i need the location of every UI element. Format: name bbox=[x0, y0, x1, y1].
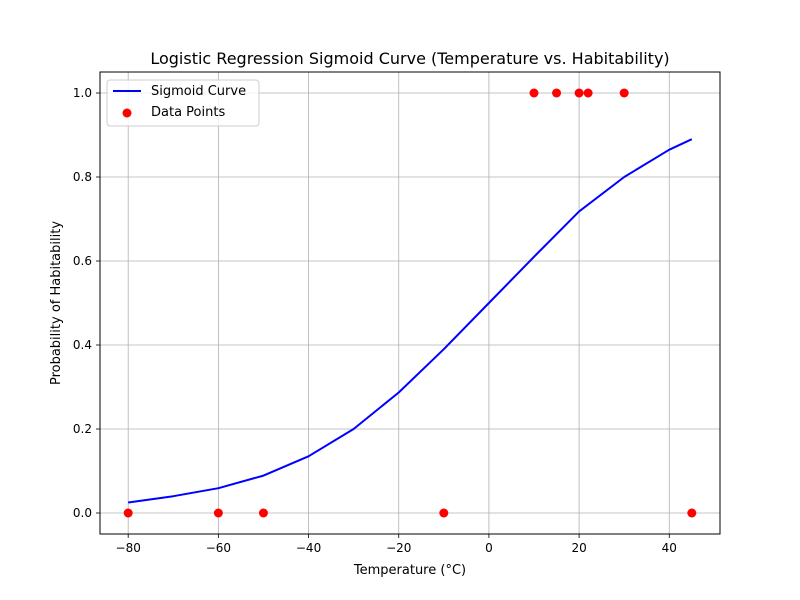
y-tick-label: 0.2 bbox=[73, 422, 92, 436]
legend-marker-swatch bbox=[122, 108, 132, 118]
data-point bbox=[583, 88, 593, 98]
sigmoid-curve-line bbox=[128, 138, 693, 504]
y-tick-label: 0.6 bbox=[73, 254, 92, 268]
x-tick-label: 20 bbox=[571, 541, 586, 555]
data-point bbox=[619, 88, 629, 98]
axis-ticks: −80 −60 −40 −20 0 20 40 0.0 0.2 0.4 0.6 0.8 1.0 bbox=[73, 86, 677, 555]
chart-title: Logistic Regression Sigmoid Curve (Tempe… bbox=[150, 49, 669, 68]
y-axis-label: Probability of Habitability bbox=[49, 221, 64, 385]
x-tick-label: −60 bbox=[206, 541, 231, 555]
x-tick-label: −40 bbox=[296, 541, 321, 555]
data-point bbox=[574, 88, 584, 98]
x-tick-label: 40 bbox=[662, 541, 677, 555]
data-point bbox=[687, 508, 697, 518]
data-point bbox=[123, 508, 133, 518]
y-tick-label: 0.0 bbox=[73, 506, 92, 520]
legend-box bbox=[106, 79, 260, 127]
plot-frame bbox=[99, 71, 721, 535]
data-point bbox=[258, 508, 268, 518]
legend: Sigmoid Curve Data Points bbox=[106, 79, 260, 127]
legend-label-sigmoid: Sigmoid Curve bbox=[151, 84, 246, 99]
y-tick-label: 0.4 bbox=[73, 338, 92, 352]
x-axis-label: Temperature (°C) bbox=[353, 563, 466, 578]
grid bbox=[100, 72, 720, 534]
y-tick-label: 1.0 bbox=[73, 86, 92, 100]
data-point bbox=[529, 88, 539, 98]
x-tick-label: −20 bbox=[386, 541, 411, 555]
plot-series bbox=[123, 88, 697, 518]
data-point bbox=[213, 508, 223, 518]
data-point bbox=[552, 88, 562, 98]
data-point bbox=[439, 508, 449, 518]
y-tick-label: 0.8 bbox=[73, 170, 92, 184]
x-tick-label: −80 bbox=[116, 541, 141, 555]
legend-label-points: Data Points bbox=[151, 105, 225, 120]
x-tick-label: 0 bbox=[485, 541, 493, 555]
